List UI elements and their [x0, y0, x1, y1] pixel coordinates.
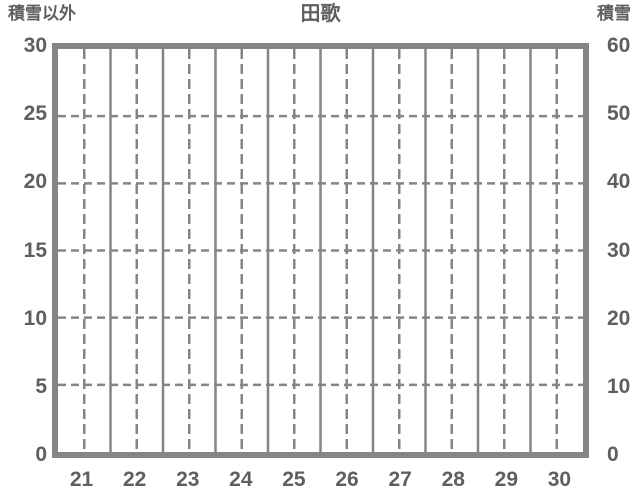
- x-axis-tick-label: 26: [335, 468, 359, 491]
- y-left-tick-label: 0: [35, 443, 47, 466]
- y-right-tick-label: 20: [607, 306, 631, 330]
- x-axis-tick-label: 24: [229, 468, 253, 491]
- y-left-tick-label: 10: [23, 306, 47, 330]
- x-axis-tick-label: 23: [176, 468, 200, 491]
- y-right-tick-label: 30: [607, 238, 631, 262]
- plot-area: [52, 43, 589, 458]
- y-left-tick-label: 20: [23, 170, 47, 194]
- y-left-tick-label: 25: [23, 102, 47, 126]
- right-axis-title: 積雪: [597, 4, 631, 23]
- x-axis-tick-label: 22: [122, 468, 147, 491]
- gridlines: [58, 49, 583, 452]
- x-axis-tick-label: 27: [388, 468, 412, 491]
- y-right-tick-label: 60: [607, 34, 631, 57]
- y-left-tick-label: 30: [23, 34, 47, 57]
- x-axis-tick-label: 25: [282, 468, 306, 491]
- x-axis-tick-label: 29: [494, 468, 519, 491]
- y-left-tick-label: 15: [23, 238, 47, 262]
- x-axis-tick-label: 21: [69, 468, 94, 491]
- y-right-tick-label: 40: [607, 170, 631, 194]
- x-axis-tick-label: 28: [441, 468, 465, 491]
- y-left-tick-label: 5: [35, 374, 47, 398]
- x-axis-tick-label: 30: [547, 468, 572, 491]
- y-right-tick-label: 10: [607, 374, 631, 398]
- left-axis-title: 積雪以外: [8, 4, 76, 23]
- chart-title: 田歌: [300, 3, 341, 25]
- y-right-tick-label: 0: [607, 443, 619, 466]
- y-right-tick-label: 50: [607, 102, 631, 126]
